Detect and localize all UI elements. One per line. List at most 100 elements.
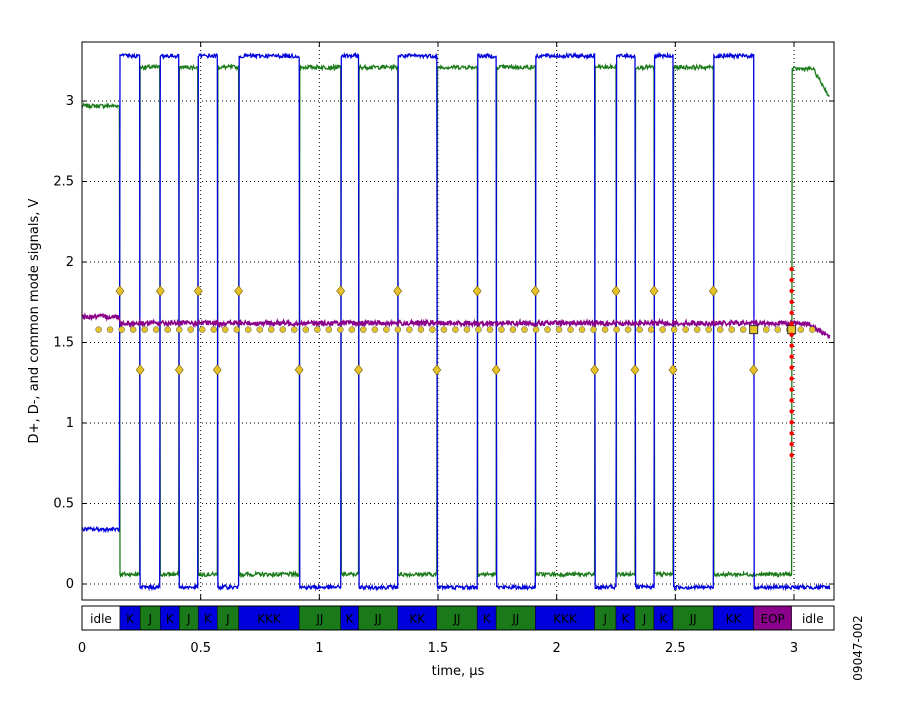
sample-marker xyxy=(601,326,609,333)
eop-red-marker xyxy=(789,387,794,392)
x-tick-label: 1.5 xyxy=(428,641,449,656)
sample-marker xyxy=(797,326,805,333)
eop-red-marker xyxy=(789,343,794,348)
crossover-diamond xyxy=(708,285,718,297)
sample-marker xyxy=(544,326,551,333)
sample-marker xyxy=(198,326,206,333)
sample-marker xyxy=(693,326,701,333)
sample-marker xyxy=(141,326,148,333)
sample-marker xyxy=(705,326,712,333)
x-axis-label: time, µs xyxy=(432,664,485,679)
eop-square-marker xyxy=(787,325,797,335)
crossover-diamond xyxy=(649,285,659,297)
x-axis: 0 0.5 1 1.5 2 2.5 3 xyxy=(78,42,798,656)
segment-label: JJ xyxy=(315,612,323,626)
sample-marker xyxy=(429,326,436,333)
crossover-diamond xyxy=(193,285,203,297)
sample-marker xyxy=(325,326,333,333)
sample-marker xyxy=(406,326,413,333)
crossover-diamond xyxy=(749,364,759,376)
eop-red-marker xyxy=(789,398,794,403)
sample-marker xyxy=(728,326,735,333)
eop-red-marker xyxy=(789,266,794,272)
crossover-diamond xyxy=(630,364,640,376)
segment-idle xyxy=(791,605,835,631)
x-tick-label: 2 xyxy=(553,641,561,656)
sample-marker xyxy=(337,326,344,333)
sample-marker xyxy=(590,326,597,333)
sample-marker xyxy=(624,326,632,333)
sample-marker xyxy=(762,326,770,333)
y-axis-label: D+, D-, and common mode signals, V xyxy=(27,198,42,443)
y-tick-label: 2 xyxy=(66,255,74,270)
y-tick-label: 0.5 xyxy=(53,497,74,512)
x-tick-label: 1 xyxy=(315,641,323,656)
sample-marker xyxy=(245,326,252,333)
sample-marker xyxy=(233,326,240,333)
sample-marker xyxy=(463,326,471,333)
eop-red-marker xyxy=(789,453,794,458)
crossover-diamond xyxy=(174,364,184,376)
segment-label: JJ xyxy=(374,612,382,626)
segment-label: K xyxy=(622,612,631,626)
y-tick-label: 0 xyxy=(66,577,74,592)
segment-label: J xyxy=(603,612,608,626)
figure-id: 09047-002 xyxy=(851,615,865,680)
segment-label: J xyxy=(147,612,152,626)
sample-marker xyxy=(348,326,356,333)
sample-marker xyxy=(175,326,183,333)
crossover-diamond xyxy=(354,364,363,376)
crossover-diamond xyxy=(336,285,346,297)
crossover-diamond xyxy=(668,364,678,376)
sample-marker xyxy=(647,326,655,333)
sample-marker xyxy=(256,326,264,333)
sample-marker xyxy=(532,326,540,333)
segment-label: idle xyxy=(802,612,824,626)
eop-red-marker xyxy=(789,376,794,381)
sample-marker xyxy=(716,326,724,333)
crossover-diamond xyxy=(115,285,125,297)
crossover-diamond xyxy=(611,285,621,297)
sample-marker xyxy=(486,326,494,333)
sample-marker xyxy=(394,326,402,333)
eop-red-marker xyxy=(789,365,794,370)
crossover-diamond xyxy=(135,364,145,376)
sample-marker xyxy=(521,326,528,333)
eop-red-marker xyxy=(789,420,794,425)
sample-marker xyxy=(95,326,102,333)
sample-marker xyxy=(498,326,505,333)
sample-marker xyxy=(452,326,459,333)
eop-red-marker xyxy=(789,321,794,327)
y-tick-label: 1.5 xyxy=(53,336,74,351)
sample-marker xyxy=(279,326,287,333)
x-tick-label: 0.5 xyxy=(190,641,211,656)
dminus-trace xyxy=(81,51,831,592)
segment-k xyxy=(397,605,438,631)
common-mode-trace xyxy=(81,312,831,339)
segment-k xyxy=(535,605,595,631)
x-tick-label: 2.5 xyxy=(665,641,686,656)
crossover-diamond xyxy=(590,364,600,376)
segment-label: J xyxy=(225,612,230,626)
segment-idle xyxy=(81,605,121,631)
segment-label: JJ xyxy=(452,612,460,626)
sample-marker xyxy=(774,326,781,333)
sample-marker xyxy=(129,326,137,333)
eop-red-marker xyxy=(789,442,794,447)
plot-area xyxy=(81,41,835,601)
crossover-markers xyxy=(95,266,816,458)
sample-marker xyxy=(187,326,194,333)
eop-red-marker xyxy=(789,299,794,305)
sample-marker xyxy=(314,326,321,333)
crossover-diamond xyxy=(491,364,501,376)
dplus-trace xyxy=(81,62,831,579)
segment-label: K xyxy=(204,612,213,626)
eop-red-marker xyxy=(789,288,794,294)
sample-marker xyxy=(682,326,689,333)
y-axis: 0 0.5 1 1.5 2 2.5 3 xyxy=(53,94,834,592)
sample-marker xyxy=(613,326,620,333)
segment-label: J xyxy=(642,612,647,626)
eop-red-marker xyxy=(789,277,794,283)
segment-j xyxy=(358,605,398,631)
